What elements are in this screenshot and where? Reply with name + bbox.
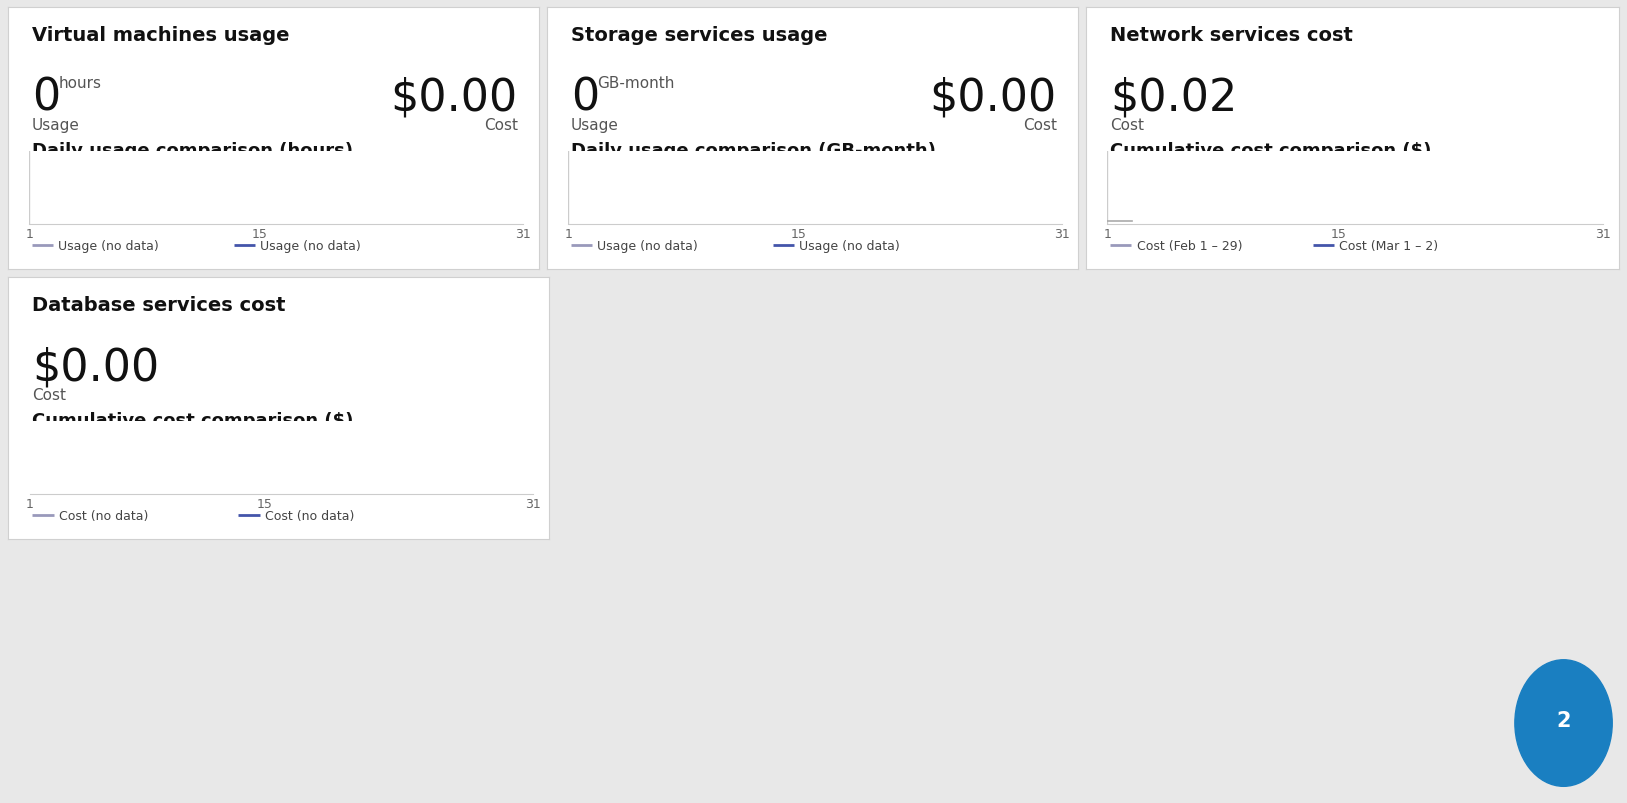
Text: Cost (Mar 1 – 2): Cost (Mar 1 – 2) — [1339, 239, 1438, 253]
Text: Cost: Cost — [1023, 118, 1058, 132]
Text: 0: 0 — [33, 76, 60, 119]
Text: Cumulative cost comparison ($): Cumulative cost comparison ($) — [1110, 141, 1432, 160]
Text: Cumulative cost comparison ($): Cumulative cost comparison ($) — [33, 411, 353, 429]
Text: $0.02: $0.02 — [1110, 76, 1238, 119]
Text: Usage: Usage — [571, 118, 618, 132]
Text: 0: 0 — [571, 76, 599, 119]
Text: $0.00: $0.00 — [390, 76, 517, 119]
Text: Daily usage comparison (hours): Daily usage comparison (hours) — [33, 141, 353, 160]
Text: $0.00: $0.00 — [929, 76, 1058, 119]
Text: Cost: Cost — [1110, 118, 1144, 132]
Text: Virtual machines usage: Virtual machines usage — [33, 26, 290, 45]
Text: $0.00: $0.00 — [33, 345, 159, 389]
Text: GB-month: GB-month — [597, 76, 675, 91]
Text: Cost (no data): Cost (no data) — [265, 509, 355, 522]
Text: Cost (no data): Cost (no data) — [60, 509, 148, 522]
Text: Usage: Usage — [33, 118, 80, 132]
Text: Network services cost: Network services cost — [1110, 26, 1354, 45]
Text: Usage (no data): Usage (no data) — [597, 239, 698, 253]
Circle shape — [1515, 660, 1612, 786]
Text: Usage (no data): Usage (no data) — [59, 239, 159, 253]
Text: Cost: Cost — [33, 388, 67, 402]
Text: Cost (Feb 1 – 29): Cost (Feb 1 – 29) — [1137, 239, 1241, 253]
Text: Database services cost: Database services cost — [33, 296, 286, 315]
Text: 2: 2 — [1557, 711, 1570, 730]
Text: Usage (no data): Usage (no data) — [260, 239, 361, 253]
Text: Cost: Cost — [483, 118, 517, 132]
Text: hours: hours — [59, 76, 101, 91]
Text: Usage (no data): Usage (no data) — [799, 239, 900, 253]
Text: Daily usage comparison (GB-month): Daily usage comparison (GB-month) — [571, 141, 936, 160]
Text: Storage services usage: Storage services usage — [571, 26, 828, 45]
